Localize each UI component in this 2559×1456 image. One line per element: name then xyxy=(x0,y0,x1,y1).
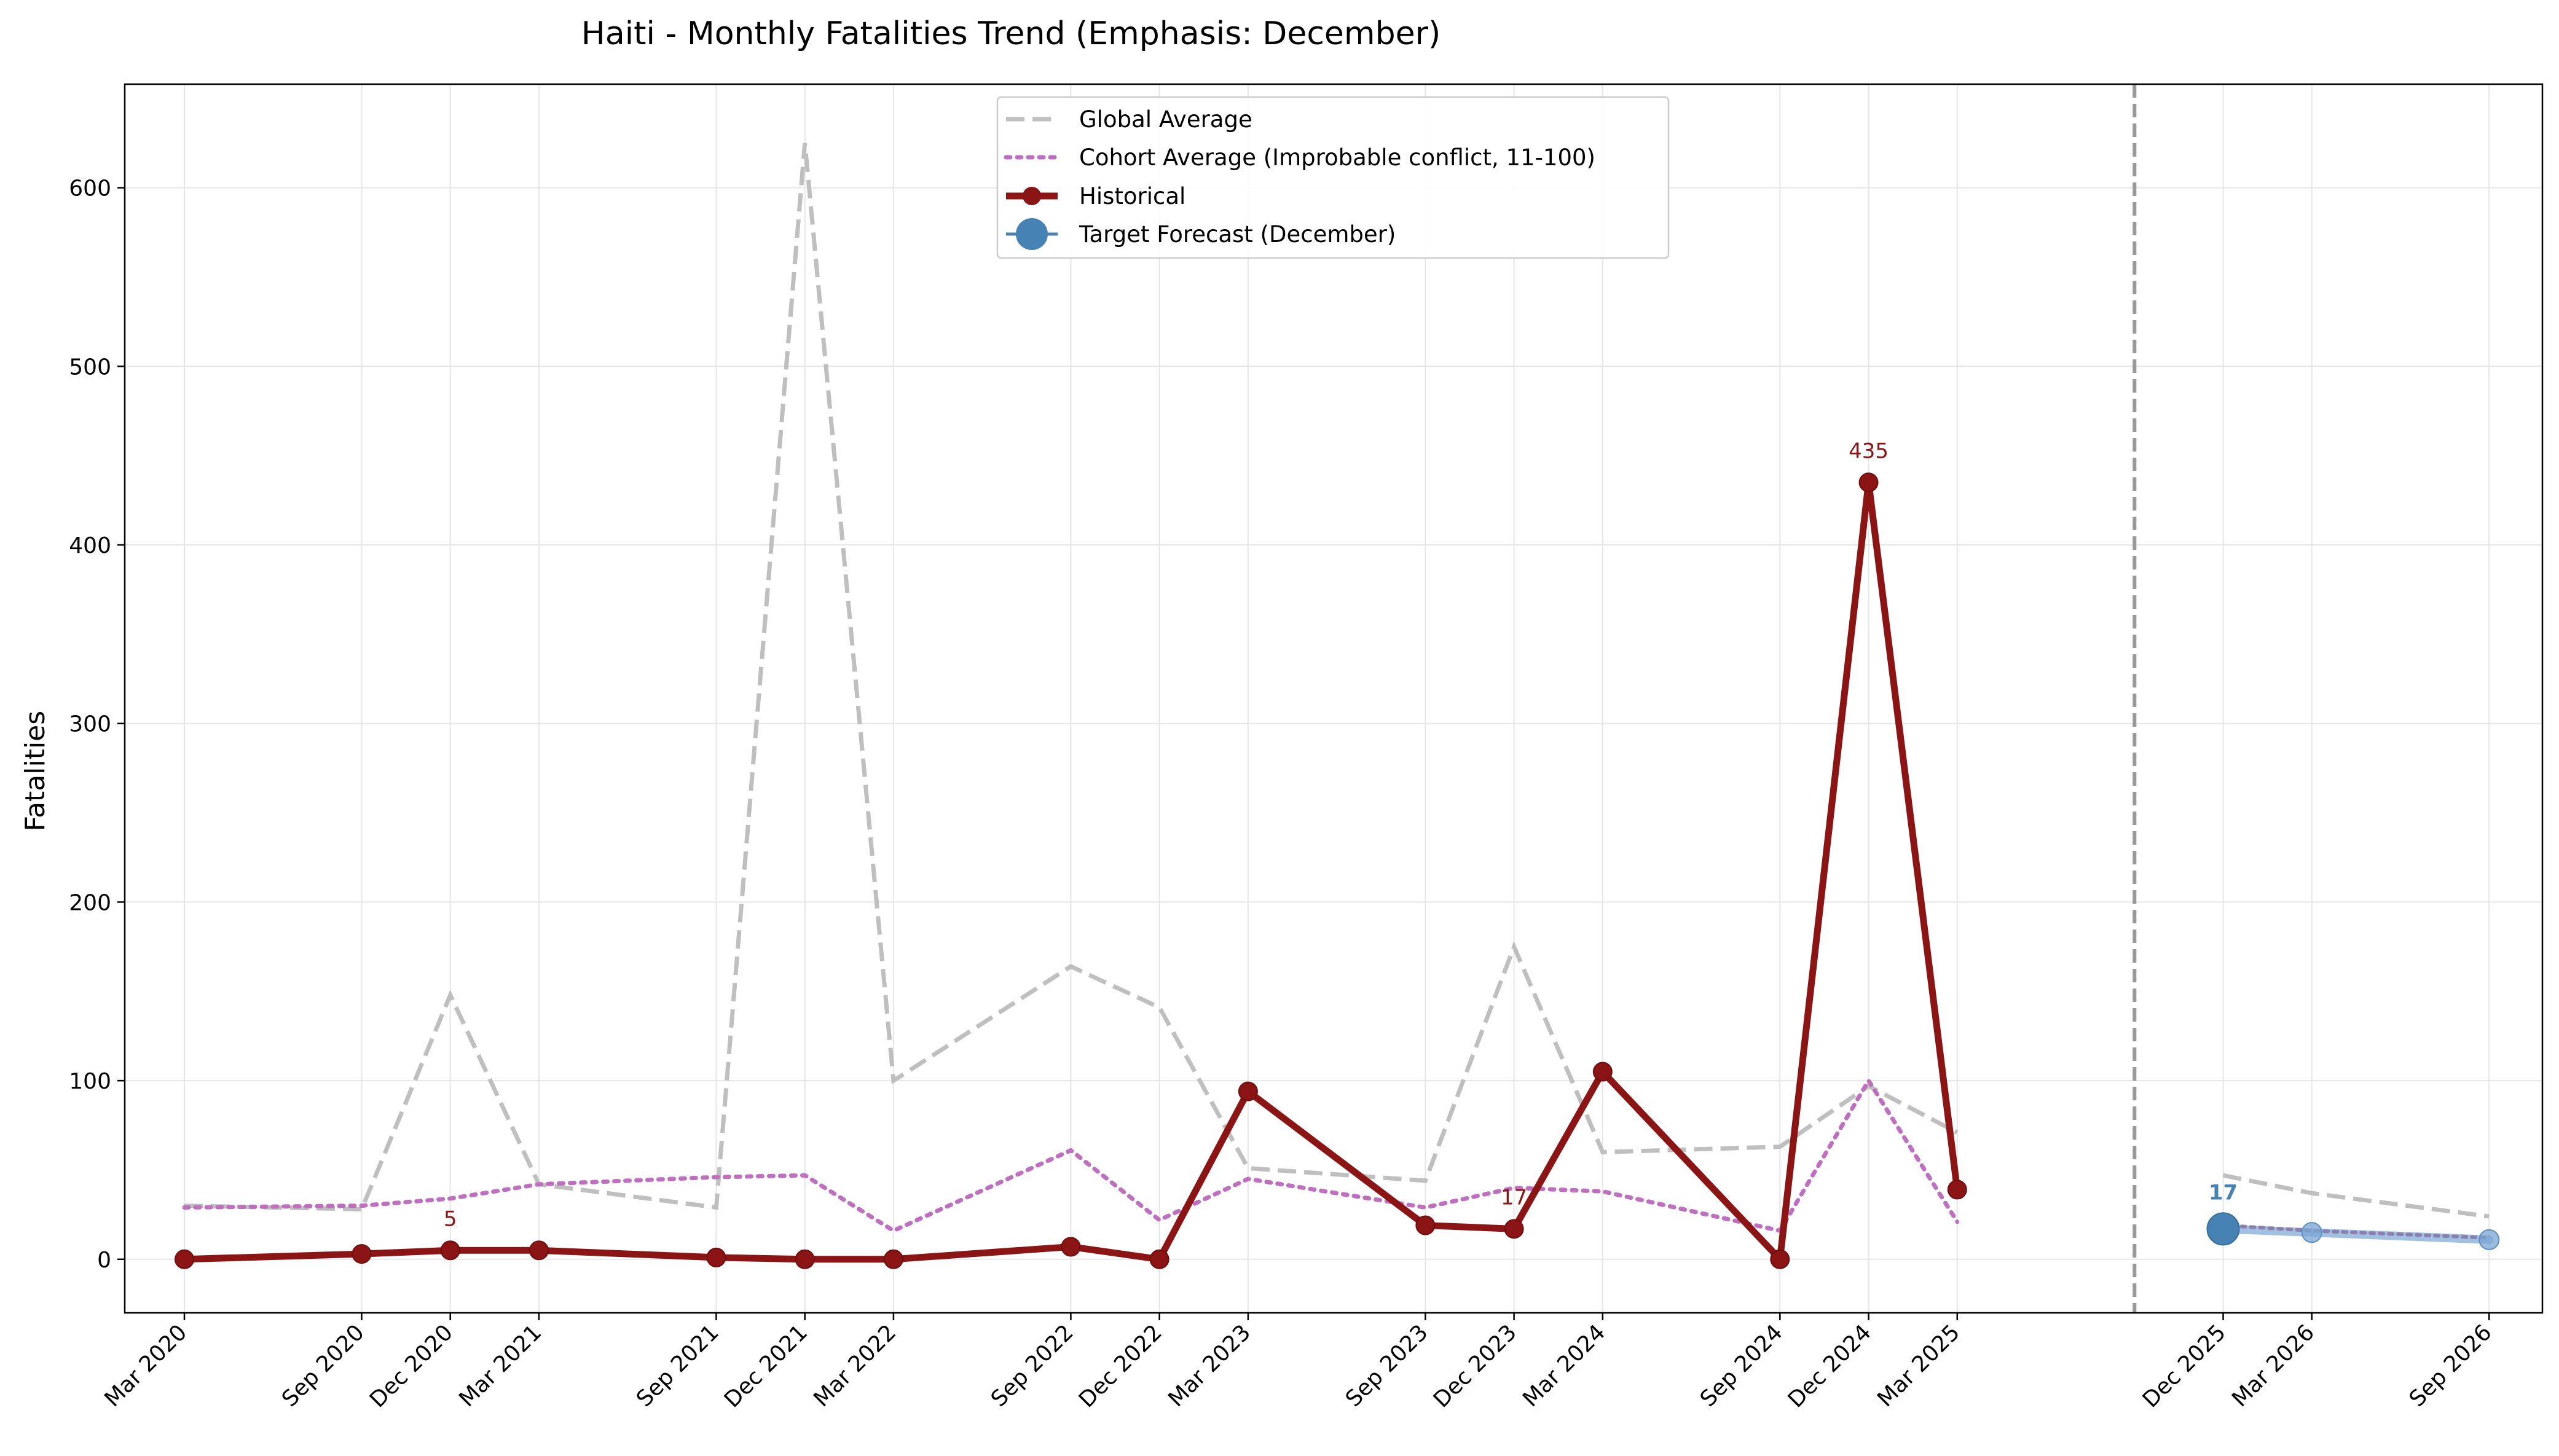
data-label: 5 xyxy=(444,1207,457,1231)
historical-point xyxy=(706,1247,726,1267)
forecast-point xyxy=(2206,1212,2240,1246)
chart-title: Haiti - Monthly Fatalities Trend (Emphas… xyxy=(581,15,1441,52)
legend-marker-forecast xyxy=(1016,218,1048,250)
historical-point xyxy=(1238,1081,1258,1102)
legend-entry-label: Global Average xyxy=(1079,106,1252,133)
y-tick-label: 500 xyxy=(69,354,111,380)
legend-entry-label: Cohort Average (Improbable conflict, 11-… xyxy=(1079,144,1595,171)
historical-point xyxy=(1858,472,1879,493)
y-tick-label: 300 xyxy=(69,712,111,737)
historical-point xyxy=(1947,1180,1967,1200)
forecast-cohort-average-line xyxy=(2221,1223,2491,1240)
historical-point xyxy=(440,1240,460,1261)
data-label: 17 xyxy=(2209,1180,2238,1205)
legend: Global Average Cohort Average (Improbable… xyxy=(996,96,1670,259)
data-label: 17 xyxy=(1501,1185,1527,1210)
historical-point xyxy=(529,1240,549,1261)
y-tick-label: 600 xyxy=(69,176,111,202)
historical-point xyxy=(1504,1219,1524,1239)
historical-point xyxy=(1061,1237,1081,1257)
legend-entry-label: Historical xyxy=(1079,183,1185,209)
grid-lines xyxy=(125,84,2542,1313)
forecast-point xyxy=(2301,1222,2322,1243)
historical-point xyxy=(1770,1249,1790,1269)
historical-point xyxy=(175,1249,194,1269)
y-tick-label: 0 xyxy=(97,1248,111,1273)
historical-point xyxy=(1149,1249,1169,1269)
forecast-global-average-line xyxy=(2222,1173,2490,1219)
historical-line xyxy=(184,479,1961,1263)
series-layer xyxy=(175,143,2500,1269)
y-tick-label: 100 xyxy=(69,1069,111,1094)
legend-entry-label: Target Forecast (December) xyxy=(1079,221,1396,248)
global-average-line xyxy=(184,143,1959,1211)
historical-point xyxy=(1592,1062,1613,1082)
data-label: 435 xyxy=(1849,439,1889,463)
cohort-average-line xyxy=(182,1076,1960,1234)
historical-point xyxy=(795,1249,815,1269)
y-tick-label: 400 xyxy=(69,533,111,558)
y-axis-ticks: 0 100 200 300 400 500 600 xyxy=(69,176,125,1273)
y-axis-label: Fatalities xyxy=(20,711,51,831)
legend-box xyxy=(996,96,1670,259)
plot-frame xyxy=(124,83,2544,1314)
y-tick-label: 200 xyxy=(69,890,111,915)
historical-point xyxy=(883,1249,903,1269)
annotation-layer: 5 17 435 17 xyxy=(444,439,2238,1231)
historical-point xyxy=(352,1244,372,1264)
forecast-point xyxy=(2478,1229,2500,1250)
legend-marker-historical xyxy=(1023,187,1041,205)
historical-point xyxy=(1415,1215,1436,1235)
